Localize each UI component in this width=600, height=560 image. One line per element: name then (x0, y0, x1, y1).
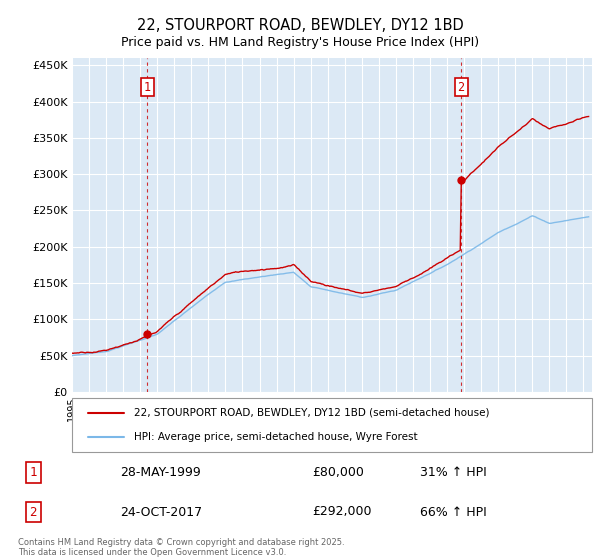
Text: 28-MAY-1999: 28-MAY-1999 (120, 466, 201, 479)
Text: HPI: Average price, semi-detached house, Wyre Forest: HPI: Average price, semi-detached house,… (134, 432, 418, 442)
Text: 66% ↑ HPI: 66% ↑ HPI (420, 506, 487, 519)
Text: 22, STOURPORT ROAD, BEWDLEY, DY12 1BD (semi-detached house): 22, STOURPORT ROAD, BEWDLEY, DY12 1BD (s… (134, 408, 490, 418)
Text: 2: 2 (457, 81, 464, 94)
Text: 1: 1 (29, 466, 37, 479)
Text: 22, STOURPORT ROAD, BEWDLEY, DY12 1BD: 22, STOURPORT ROAD, BEWDLEY, DY12 1BD (137, 18, 463, 33)
Text: 31% ↑ HPI: 31% ↑ HPI (420, 466, 487, 479)
Text: £80,000: £80,000 (312, 466, 364, 479)
Text: 2: 2 (29, 506, 37, 519)
Text: Price paid vs. HM Land Registry's House Price Index (HPI): Price paid vs. HM Land Registry's House … (121, 36, 479, 49)
Text: 24-OCT-2017: 24-OCT-2017 (120, 506, 202, 519)
Text: Contains HM Land Registry data © Crown copyright and database right 2025.
This d: Contains HM Land Registry data © Crown c… (18, 538, 344, 557)
Text: £292,000: £292,000 (312, 506, 371, 519)
Text: 1: 1 (143, 81, 151, 94)
